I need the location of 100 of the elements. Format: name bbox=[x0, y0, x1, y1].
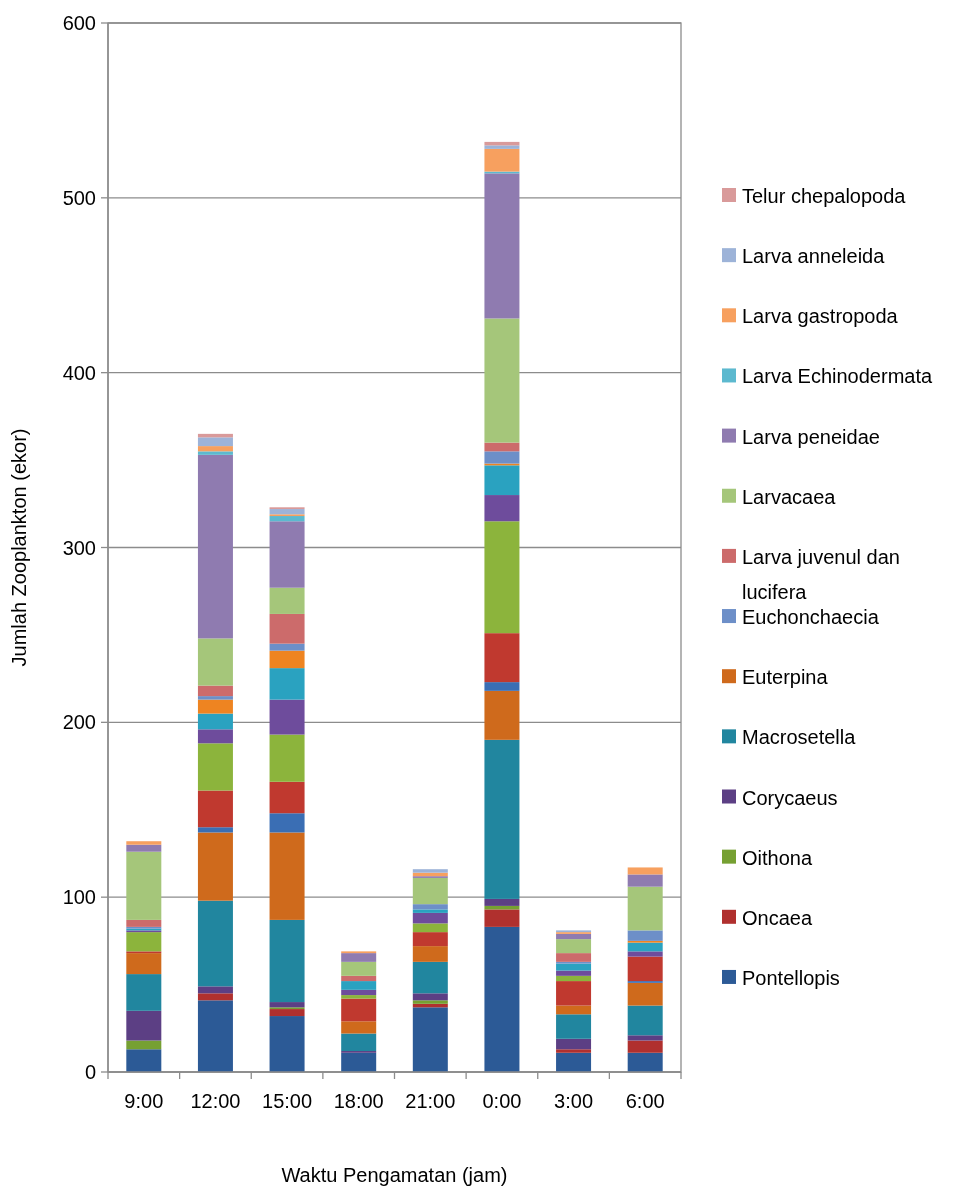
legend-label: Euchonchaecia bbox=[742, 606, 880, 629]
bar bbox=[484, 148, 520, 172]
bar bbox=[556, 970, 592, 976]
bar bbox=[556, 1038, 592, 1050]
legend-label: Euterpina bbox=[742, 666, 829, 689]
bar bbox=[627, 982, 663, 1006]
bar bbox=[484, 442, 520, 452]
bar bbox=[197, 900, 233, 987]
bar bbox=[627, 867, 663, 875]
bar bbox=[269, 650, 305, 669]
y-tick-label: 600 bbox=[62, 12, 96, 34]
bar bbox=[412, 1007, 448, 1072]
bar bbox=[126, 1049, 162, 1072]
bar bbox=[341, 995, 377, 999]
bar bbox=[412, 909, 448, 913]
bar bbox=[197, 827, 233, 833]
bar bbox=[341, 1021, 377, 1034]
bar bbox=[126, 851, 162, 920]
bar bbox=[341, 961, 377, 976]
bar bbox=[269, 832, 305, 920]
bar bbox=[126, 841, 162, 845]
bar bbox=[269, 699, 305, 735]
x-tick-label: 21:00 bbox=[405, 1090, 456, 1112]
bar bbox=[197, 1000, 233, 1072]
bar bbox=[269, 643, 305, 651]
bar bbox=[556, 933, 592, 940]
bar bbox=[484, 521, 520, 634]
y-tick-label: 300 bbox=[62, 536, 96, 559]
bar bbox=[412, 869, 448, 873]
legend-label: Larvacaea bbox=[742, 485, 837, 508]
bar bbox=[126, 974, 162, 1011]
legend-label: Macrosetella bbox=[742, 726, 857, 749]
bar bbox=[341, 989, 377, 996]
bar bbox=[197, 446, 233, 452]
legend-label: Pontellopis bbox=[742, 966, 840, 989]
bar bbox=[197, 638, 233, 686]
bar bbox=[484, 465, 520, 496]
bar bbox=[412, 932, 448, 947]
x-tick-label: 15:00 bbox=[262, 1090, 313, 1112]
bar bbox=[484, 682, 520, 691]
bar bbox=[484, 318, 520, 443]
y-tick-label: 0 bbox=[84, 1061, 96, 1083]
y-tick-label: 400 bbox=[62, 361, 96, 384]
bar bbox=[197, 743, 233, 791]
bar bbox=[197, 790, 233, 828]
y-tick-label: 500 bbox=[62, 186, 96, 209]
legend-label: Oncaea bbox=[742, 906, 813, 929]
bar bbox=[341, 975, 377, 982]
bar bbox=[341, 981, 377, 990]
bar bbox=[556, 1052, 592, 1072]
bar bbox=[269, 1002, 305, 1008]
bar bbox=[412, 1000, 448, 1004]
legend-label: Larva anneleida bbox=[742, 245, 886, 268]
bar bbox=[627, 1052, 663, 1072]
bar bbox=[126, 1040, 162, 1050]
bar bbox=[269, 509, 305, 515]
legend-label: Larva peneidae bbox=[742, 425, 880, 448]
x-tick-label: 0:00 bbox=[482, 1090, 522, 1112]
bar bbox=[269, 587, 305, 614]
x-tick-label: 18:00 bbox=[333, 1090, 384, 1112]
bar bbox=[412, 877, 448, 905]
bar bbox=[126, 844, 162, 852]
y-tick-label: 100 bbox=[62, 886, 96, 909]
bar bbox=[197, 454, 233, 639]
bar bbox=[412, 993, 448, 1001]
bar bbox=[269, 516, 305, 522]
bar bbox=[341, 953, 377, 962]
bar bbox=[269, 919, 305, 1003]
bar bbox=[341, 998, 377, 1022]
legend-label: Larva gastropoda bbox=[742, 305, 899, 328]
x-tick-label: 12:00 bbox=[190, 1090, 241, 1112]
bar bbox=[484, 739, 520, 899]
bar bbox=[269, 734, 305, 782]
bar bbox=[197, 713, 233, 730]
bar bbox=[627, 1035, 663, 1041]
bar bbox=[197, 696, 233, 700]
bar bbox=[627, 1040, 663, 1053]
bar bbox=[556, 1014, 592, 1039]
bar bbox=[484, 495, 520, 522]
bar bbox=[484, 690, 520, 740]
legend-label: Larva Echinodermata bbox=[742, 365, 933, 388]
bar bbox=[269, 613, 305, 644]
bar bbox=[484, 145, 520, 149]
bar bbox=[484, 898, 520, 906]
bar bbox=[197, 451, 233, 455]
bar bbox=[484, 173, 520, 319]
bar bbox=[126, 932, 162, 952]
bar bbox=[556, 1049, 592, 1053]
bar bbox=[197, 729, 233, 744]
bar bbox=[627, 930, 663, 941]
bar bbox=[341, 1033, 377, 1052]
y-axis-title: Jumlah Zooplankton (ekor) bbox=[8, 428, 30, 667]
bar bbox=[412, 923, 448, 933]
bar bbox=[627, 886, 663, 931]
x-tick-label: 3:00 bbox=[554, 1090, 594, 1112]
bar bbox=[627, 956, 663, 982]
bar bbox=[197, 437, 233, 447]
bar bbox=[627, 942, 663, 952]
legend-label: Oithona bbox=[742, 846, 813, 869]
bar bbox=[556, 939, 592, 954]
